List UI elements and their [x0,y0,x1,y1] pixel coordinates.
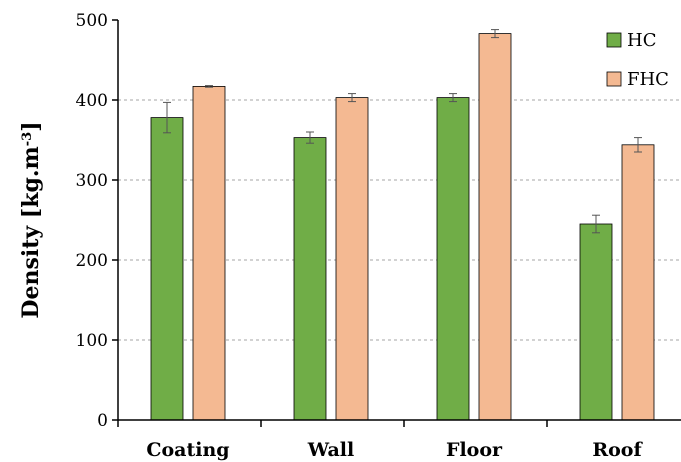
y-tick-label: 200 [76,251,108,271]
x-category-label: Roof [592,439,643,461]
x-category-label: Wall [307,439,354,461]
bar-fhc-coating [192,86,226,421]
y-tick-label: 500 [76,11,108,31]
legend-swatch-hc [606,32,622,48]
y-axis-title-main: Density [kg.m [18,146,44,318]
legend-swatch-fhc [606,71,622,87]
y-axis-title-end: ] [18,121,44,131]
bar-fhc-wall [335,97,369,421]
y-tick-label: 100 [76,331,108,351]
y-ticks: 0 100 200 300 400 500 [76,11,118,431]
y-tick-label: 400 [76,91,108,111]
y-tick-label: 300 [76,171,108,191]
legend-label-fhc: FHC [627,69,669,90]
bar-fhc-floor [478,33,512,421]
x-category-label: Floor [446,439,503,461]
bar-hc-coating [150,117,184,421]
bar-hc-roof [579,223,613,421]
bar-hc-floor [436,97,470,421]
y-axis-title-superscript: -3 [20,132,35,146]
error-bars [163,29,642,234]
x-category-label: Coating [146,439,229,461]
bars [150,33,655,421]
bar-hc-wall [293,137,327,421]
legend: HC FHC [606,30,669,90]
x-category-labels: Coating Wall Floor Roof [117,420,643,461]
bar-fhc-roof [621,144,655,421]
y-axis-title: Density [kg.m-3] [18,121,44,318]
legend-label-hc: HC [627,30,656,51]
y-tick-label: 0 [97,411,108,431]
